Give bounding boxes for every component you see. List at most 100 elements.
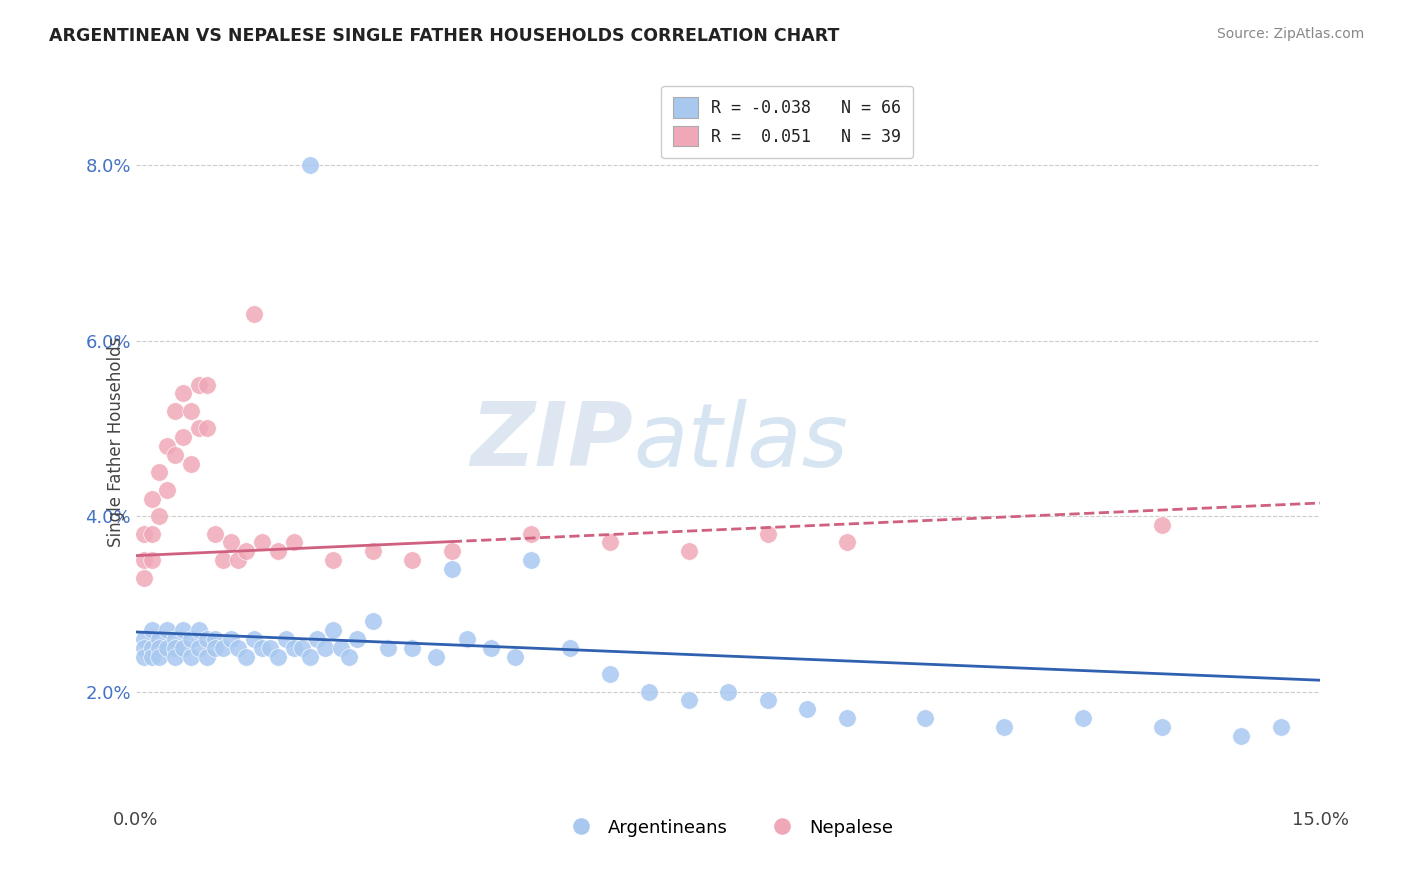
- Point: [180, 649, 202, 664]
- Point: [156, 640, 179, 655]
- Text: ARGENTINEAN VS NEPALESE SINGLE FATHER HOUSEHOLDS CORRELATION CHART: ARGENTINEAN VS NEPALESE SINGLE FATHER HO…: [49, 27, 839, 45]
- Point: [148, 640, 170, 655]
- Legend: Argentineans, Nepalese: Argentineans, Nepalese: [555, 812, 900, 844]
- Point: [148, 465, 170, 479]
- Point: [456, 632, 478, 646]
- Point: [180, 457, 202, 471]
- Point: [141, 640, 163, 655]
- Point: [1073, 711, 1095, 725]
- Point: [1152, 720, 1174, 734]
- Point: [132, 632, 155, 646]
- Text: ZIP: ZIP: [471, 398, 633, 485]
- Point: [156, 624, 179, 638]
- Point: [204, 632, 226, 646]
- Point: [188, 421, 211, 435]
- Point: [243, 632, 266, 646]
- Point: [172, 640, 194, 655]
- Point: [228, 640, 250, 655]
- Point: [172, 430, 194, 444]
- Point: [148, 509, 170, 524]
- Point: [519, 553, 541, 567]
- Point: [519, 526, 541, 541]
- Point: [1152, 517, 1174, 532]
- Point: [259, 640, 281, 655]
- Point: [165, 640, 187, 655]
- Point: [267, 649, 290, 664]
- Point: [307, 632, 329, 646]
- Point: [211, 553, 233, 567]
- Point: [274, 632, 297, 646]
- Point: [835, 711, 858, 725]
- Point: [599, 667, 621, 681]
- Point: [180, 404, 202, 418]
- Point: [330, 640, 353, 655]
- Point: [132, 571, 155, 585]
- Point: [141, 491, 163, 506]
- Point: [188, 624, 211, 638]
- Point: [503, 649, 526, 664]
- Point: [243, 307, 266, 321]
- Point: [148, 632, 170, 646]
- Point: [141, 553, 163, 567]
- Point: [298, 158, 321, 172]
- Point: [132, 640, 155, 655]
- Point: [346, 632, 368, 646]
- Point: [440, 562, 463, 576]
- Point: [401, 553, 423, 567]
- Point: [165, 649, 187, 664]
- Point: [314, 640, 336, 655]
- Point: [267, 544, 290, 558]
- Point: [132, 649, 155, 664]
- Point: [440, 544, 463, 558]
- Point: [188, 377, 211, 392]
- Point: [678, 693, 700, 707]
- Point: [756, 526, 779, 541]
- Point: [425, 649, 447, 664]
- Point: [914, 711, 936, 725]
- Point: [195, 421, 218, 435]
- Point: [993, 720, 1015, 734]
- Point: [165, 448, 187, 462]
- Text: Source: ZipAtlas.com: Source: ZipAtlas.com: [1216, 27, 1364, 41]
- Y-axis label: Single Father Households: Single Father Households: [107, 336, 125, 547]
- Point: [1270, 720, 1292, 734]
- Point: [558, 640, 581, 655]
- Point: [141, 649, 163, 664]
- Point: [204, 640, 226, 655]
- Point: [322, 624, 344, 638]
- Point: [165, 632, 187, 646]
- Point: [211, 640, 233, 655]
- Point: [479, 640, 502, 655]
- Point: [756, 693, 779, 707]
- Point: [132, 526, 155, 541]
- Point: [235, 649, 257, 664]
- Point: [180, 632, 202, 646]
- Point: [1230, 729, 1253, 743]
- Point: [283, 535, 305, 549]
- Point: [165, 404, 187, 418]
- Point: [298, 649, 321, 664]
- Point: [228, 553, 250, 567]
- Point: [283, 640, 305, 655]
- Point: [361, 544, 384, 558]
- Point: [250, 640, 273, 655]
- Point: [148, 649, 170, 664]
- Point: [638, 684, 661, 698]
- Point: [322, 553, 344, 567]
- Point: [361, 615, 384, 629]
- Point: [195, 632, 218, 646]
- Point: [250, 535, 273, 549]
- Point: [156, 439, 179, 453]
- Point: [156, 483, 179, 497]
- Point: [204, 526, 226, 541]
- Point: [195, 377, 218, 392]
- Point: [195, 649, 218, 664]
- Point: [835, 535, 858, 549]
- Point: [141, 526, 163, 541]
- Point: [377, 640, 399, 655]
- Point: [172, 386, 194, 401]
- Text: atlas: atlas: [633, 399, 848, 484]
- Point: [291, 640, 314, 655]
- Point: [717, 684, 740, 698]
- Point: [401, 640, 423, 655]
